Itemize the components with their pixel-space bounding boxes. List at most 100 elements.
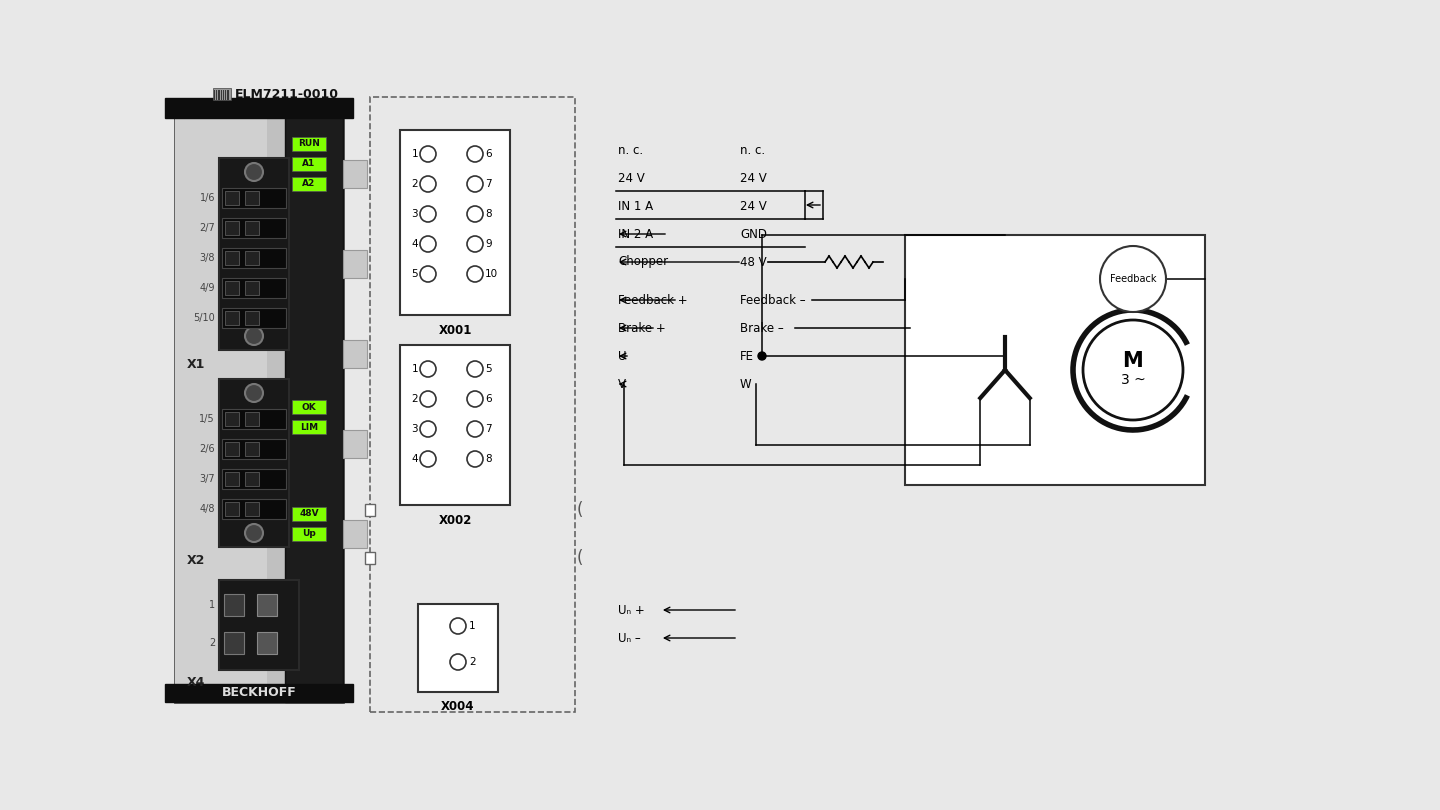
Text: 7: 7 bbox=[485, 179, 491, 189]
Circle shape bbox=[420, 236, 436, 252]
Circle shape bbox=[467, 206, 482, 222]
Text: Feedback +: Feedback + bbox=[618, 293, 688, 306]
Text: M: M bbox=[1123, 351, 1143, 371]
Text: OK: OK bbox=[301, 403, 317, 411]
Bar bbox=[245, 191, 259, 205]
Text: (: ( bbox=[577, 549, 583, 567]
Text: n. c.: n. c. bbox=[618, 143, 644, 156]
Bar bbox=[222, 308, 287, 328]
Text: 48V: 48V bbox=[300, 509, 318, 518]
Bar bbox=[370, 97, 575, 712]
Text: 3/8: 3/8 bbox=[200, 253, 215, 263]
Text: 4/9: 4/9 bbox=[200, 283, 215, 293]
Bar bbox=[343, 340, 367, 368]
Bar bbox=[245, 221, 259, 235]
Bar bbox=[245, 281, 259, 295]
Circle shape bbox=[1100, 246, 1166, 312]
Bar bbox=[222, 218, 287, 238]
Bar bbox=[245, 442, 259, 456]
Text: V: V bbox=[618, 377, 626, 390]
Text: Brake –: Brake – bbox=[740, 322, 783, 335]
Text: 8: 8 bbox=[485, 454, 491, 464]
Circle shape bbox=[449, 654, 467, 670]
Text: 5: 5 bbox=[412, 269, 418, 279]
Text: 6: 6 bbox=[485, 149, 491, 159]
Bar bbox=[292, 527, 325, 541]
Bar bbox=[176, 102, 343, 702]
Circle shape bbox=[420, 266, 436, 282]
Text: Up: Up bbox=[302, 530, 315, 539]
Circle shape bbox=[467, 146, 482, 162]
Bar bbox=[225, 472, 239, 486]
Bar bbox=[225, 221, 239, 235]
Bar bbox=[219, 580, 300, 670]
Circle shape bbox=[467, 361, 482, 377]
Bar bbox=[285, 102, 343, 702]
Text: X002: X002 bbox=[438, 514, 472, 526]
Text: 48 V: 48 V bbox=[740, 255, 766, 268]
Bar bbox=[222, 499, 287, 519]
Circle shape bbox=[420, 206, 436, 222]
Bar bbox=[292, 420, 325, 434]
Bar bbox=[245, 412, 259, 426]
Text: A2: A2 bbox=[302, 180, 315, 189]
Bar bbox=[225, 251, 239, 265]
Text: 4/8: 4/8 bbox=[200, 504, 215, 514]
Text: ELM7211-0010: ELM7211-0010 bbox=[235, 87, 338, 100]
Bar bbox=[292, 400, 325, 414]
Bar bbox=[364, 504, 374, 516]
Bar bbox=[225, 191, 239, 205]
Text: (: ( bbox=[577, 501, 583, 519]
Bar bbox=[256, 632, 276, 654]
Bar bbox=[222, 248, 287, 268]
Text: 7: 7 bbox=[485, 424, 491, 434]
Bar bbox=[176, 102, 268, 702]
Text: X1: X1 bbox=[187, 357, 204, 370]
Text: 3: 3 bbox=[412, 424, 418, 434]
Text: Chopper: Chopper bbox=[618, 255, 668, 268]
Bar bbox=[343, 430, 367, 458]
Bar bbox=[225, 594, 243, 616]
Text: 8: 8 bbox=[485, 209, 491, 219]
Circle shape bbox=[467, 391, 482, 407]
Text: X004: X004 bbox=[441, 700, 475, 713]
Circle shape bbox=[467, 176, 482, 192]
Text: 1/6: 1/6 bbox=[200, 193, 215, 203]
Bar bbox=[222, 439, 287, 459]
Circle shape bbox=[245, 384, 264, 402]
Bar bbox=[292, 157, 325, 171]
Bar bbox=[400, 345, 510, 505]
Bar bbox=[225, 281, 239, 295]
Text: 2: 2 bbox=[469, 657, 475, 667]
Circle shape bbox=[420, 361, 436, 377]
Circle shape bbox=[449, 618, 467, 634]
Bar bbox=[219, 379, 289, 547]
Text: 4: 4 bbox=[412, 239, 418, 249]
Bar bbox=[222, 469, 287, 489]
Text: X4: X4 bbox=[187, 676, 204, 689]
Text: GND: GND bbox=[740, 228, 768, 241]
Text: 24 V: 24 V bbox=[740, 199, 766, 212]
Circle shape bbox=[757, 352, 766, 360]
Circle shape bbox=[420, 391, 436, 407]
Text: 1: 1 bbox=[412, 364, 418, 374]
Text: IN 1 A: IN 1 A bbox=[618, 199, 654, 212]
Bar bbox=[292, 507, 325, 521]
Text: LIM: LIM bbox=[300, 423, 318, 432]
Bar bbox=[225, 632, 243, 654]
Text: 2: 2 bbox=[412, 394, 418, 404]
Bar bbox=[166, 684, 353, 702]
Bar bbox=[222, 278, 287, 298]
Text: Feedback –: Feedback – bbox=[740, 293, 805, 306]
Bar bbox=[225, 412, 239, 426]
Circle shape bbox=[1083, 320, 1184, 420]
Bar bbox=[222, 409, 287, 429]
Circle shape bbox=[467, 421, 482, 437]
Text: W: W bbox=[740, 377, 752, 390]
Circle shape bbox=[420, 176, 436, 192]
Text: Uₙ –: Uₙ – bbox=[618, 632, 641, 645]
Text: 1: 1 bbox=[469, 621, 475, 631]
Text: 2/6: 2/6 bbox=[199, 444, 215, 454]
Bar bbox=[225, 502, 239, 516]
Bar bbox=[400, 130, 510, 315]
